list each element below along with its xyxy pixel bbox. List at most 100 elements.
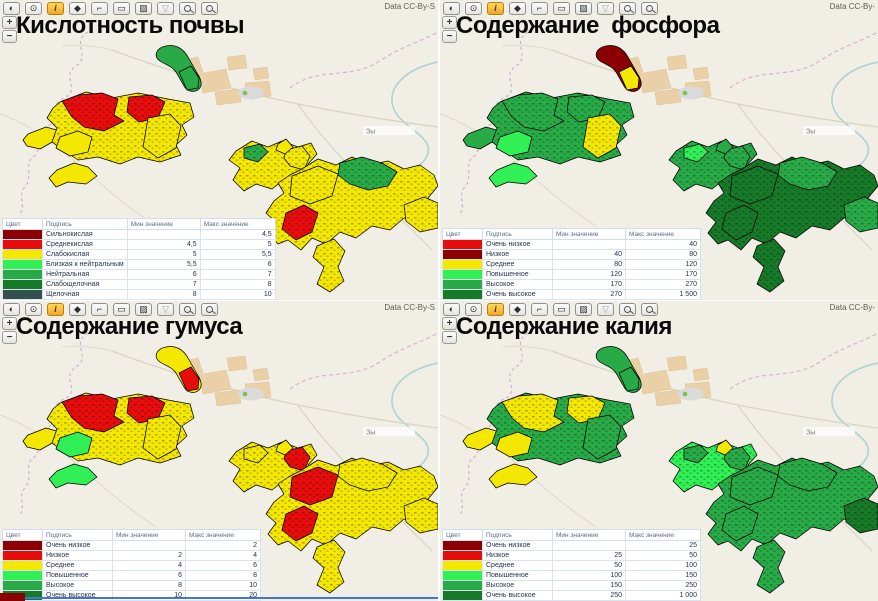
legend-color-swatch [442,249,483,260]
annotate-icon[interactable]: ▨ [135,303,152,316]
legend-table: Цвет Подпись Мин значение Макс значение Очен… [442,228,701,300]
zoom-in-button[interactable]: + [2,317,17,330]
locate-icon[interactable]: ⊙ [25,303,42,316]
annotate-icon[interactable]: ▨ [135,2,152,15]
zoom-out-button[interactable]: − [2,331,17,344]
overview-globe-icon[interactable]: ◐ [443,303,460,316]
field-polygons [22,346,438,594]
filter-icon[interactable]: ▽ [157,303,174,316]
panel-title: Содержание калия [456,313,672,340]
measure-area-icon[interactable]: ▭ [113,2,130,15]
info-icon[interactable]: i [47,303,64,316]
legend-column-header: Мин значение [552,228,626,240]
locate-icon[interactable]: ⊙ [25,2,42,15]
zoom-next-icon [646,5,653,12]
zoom-previous-icon[interactable] [619,2,636,15]
swipe-compare-icon[interactable]: ◆ [69,2,86,15]
measure-length-icon[interactable]: ⌐ [91,303,108,316]
legend-row[interactable]: Повышенное 6 8 [2,570,261,581]
filter-icon[interactable]: ▽ [597,2,614,15]
zoom-out-button[interactable]: − [442,331,457,344]
legend-row[interactable]: Очень низкое 25 [442,540,701,551]
swipe-compare-icon[interactable]: ◆ [509,303,526,316]
legend-color-swatch [2,279,43,290]
overview-globe-icon[interactable]: ◐ [3,303,20,316]
filter-icon[interactable]: ▽ [157,2,174,15]
legend-column-header: Мин значение [126,218,201,230]
legend-min-value: 8 [112,580,186,591]
zoom-next-icon[interactable] [641,2,658,15]
legend-max-value: 4,5 [199,229,276,240]
legend-label: Высокое [42,580,113,591]
legend-row[interactable]: Низкое 25 50 [442,550,701,561]
legend-column-header: Цвет [442,529,483,541]
measure-length-icon[interactable]: ⌐ [531,303,548,316]
zoom-out-button[interactable]: − [2,30,17,43]
map-toolbar: ◐ ⊙ i ◆ ⌐ ▭ ▨ ▽ [3,303,218,316]
legend-row[interactable]: Среднее 80 120 [442,259,701,270]
swipe-compare-icon[interactable]: ◆ [509,2,526,15]
legend-table: Цвет Подпись Мин значение Макс значение Силь… [2,218,276,300]
legend-row[interactable]: Очень высокое 270 1 500 [442,289,701,300]
attribution: Data CC-By-S [384,303,435,312]
measure-area-icon[interactable]: ▭ [553,2,570,15]
filter-icon[interactable]: ▽ [597,303,614,316]
legend-row[interactable]: Щелочная 8 10 [2,289,276,300]
measure-length-icon[interactable]: ⌐ [531,2,548,15]
legend-row[interactable]: Повышенное 100 150 [442,570,701,581]
legend-row[interactable]: Среднее 50 100 [442,560,701,571]
legend-row[interactable]: Низкое 2 4 [2,550,261,561]
overview-globe-icon[interactable]: ◐ [443,2,460,15]
legend-column-header: Макс значение [625,529,701,541]
legend-row[interactable]: Слабощелочная 7 8 [2,279,276,290]
swipe-compare-icon[interactable]: ◆ [69,303,86,316]
legend-row[interactable]: Среднекислая 4,5 5 [2,239,276,250]
legend-row[interactable]: Сильнокислая 4,5 [2,229,276,240]
legend-row[interactable]: Очень высокое 10 20 [2,590,261,601]
legend-max-value: 80 [625,249,701,260]
legend-column-header: Мин значение [552,529,626,541]
zoom-next-icon[interactable] [201,303,218,316]
measure-area-icon[interactable]: ▭ [113,303,130,316]
legend-row[interactable]: Очень низкое 40 [442,239,701,250]
legend-container: Цвет Подпись Мин значение Макс значение Очен… [442,529,701,601]
legend-row[interactable]: Высокое 170 270 [442,279,701,290]
measure-length-icon[interactable]: ⌐ [91,2,108,15]
legend-row[interactable]: Высокое 8 10 [2,580,261,591]
locate-icon[interactable]: ⊙ [465,2,482,15]
legend-row[interactable]: Низкое 40 80 [442,249,701,260]
overview-globe-icon[interactable]: ◐ [3,2,20,15]
legend-label: Среднекислая [42,239,128,250]
annotate-icon[interactable]: ▨ [575,303,592,316]
zoom-next-icon[interactable] [201,2,218,15]
zoom-in-button[interactable]: + [2,16,17,29]
zoom-previous-icon[interactable] [179,303,196,316]
legend-row[interactable]: Нейтральная 6 7 [2,269,276,280]
zoom-in-button[interactable]: + [442,317,457,330]
zoom-next-icon[interactable] [641,303,658,316]
zoom-previous-icon[interactable] [619,303,636,316]
zoom-out-button[interactable]: − [442,30,457,43]
zoom-previous-icon [624,306,631,313]
measure-area-icon[interactable]: ▭ [553,303,570,316]
zoom-in-button[interactable]: + [442,16,457,29]
field-polygons [462,45,878,293]
legend-row[interactable]: Высокое 150 250 [442,580,701,591]
annotate-icon[interactable]: ▨ [575,2,592,15]
map-toolbar: ◐ ⊙ i ◆ ⌐ ▭ ▨ ▽ [3,2,218,15]
legend-row[interactable]: Слабокислая 5 5,5 [2,249,276,260]
legend-row[interactable]: Очень низкое 2 [2,540,261,551]
legend-row[interactable]: Повышенное 120 170 [442,269,701,280]
legend-header-row: Цвет Подпись Мин значение Макс значение [2,218,276,230]
info-icon[interactable]: i [47,2,64,15]
locate-icon[interactable]: ⊙ [465,303,482,316]
info-icon[interactable]: i [487,2,504,15]
map-toolbar: ◐ ⊙ i ◆ ⌐ ▭ ▨ ▽ [443,2,658,15]
legend-row[interactable]: Среднее 4 6 [2,560,261,571]
legend-row[interactable]: Очень высокое 250 1 000 [442,590,701,601]
legend-row[interactable]: Близкая к нейтральным 5,5 6 [2,259,276,270]
info-icon[interactable]: i [487,303,504,316]
map-panel-acidity: Зы ◐ ⊙ i ◆ ⌐ ▭ ▨ ▽ + − Кислотность почвы Data C… [0,0,438,300]
legend-min-value: 80 [552,259,626,270]
zoom-previous-icon[interactable] [179,2,196,15]
